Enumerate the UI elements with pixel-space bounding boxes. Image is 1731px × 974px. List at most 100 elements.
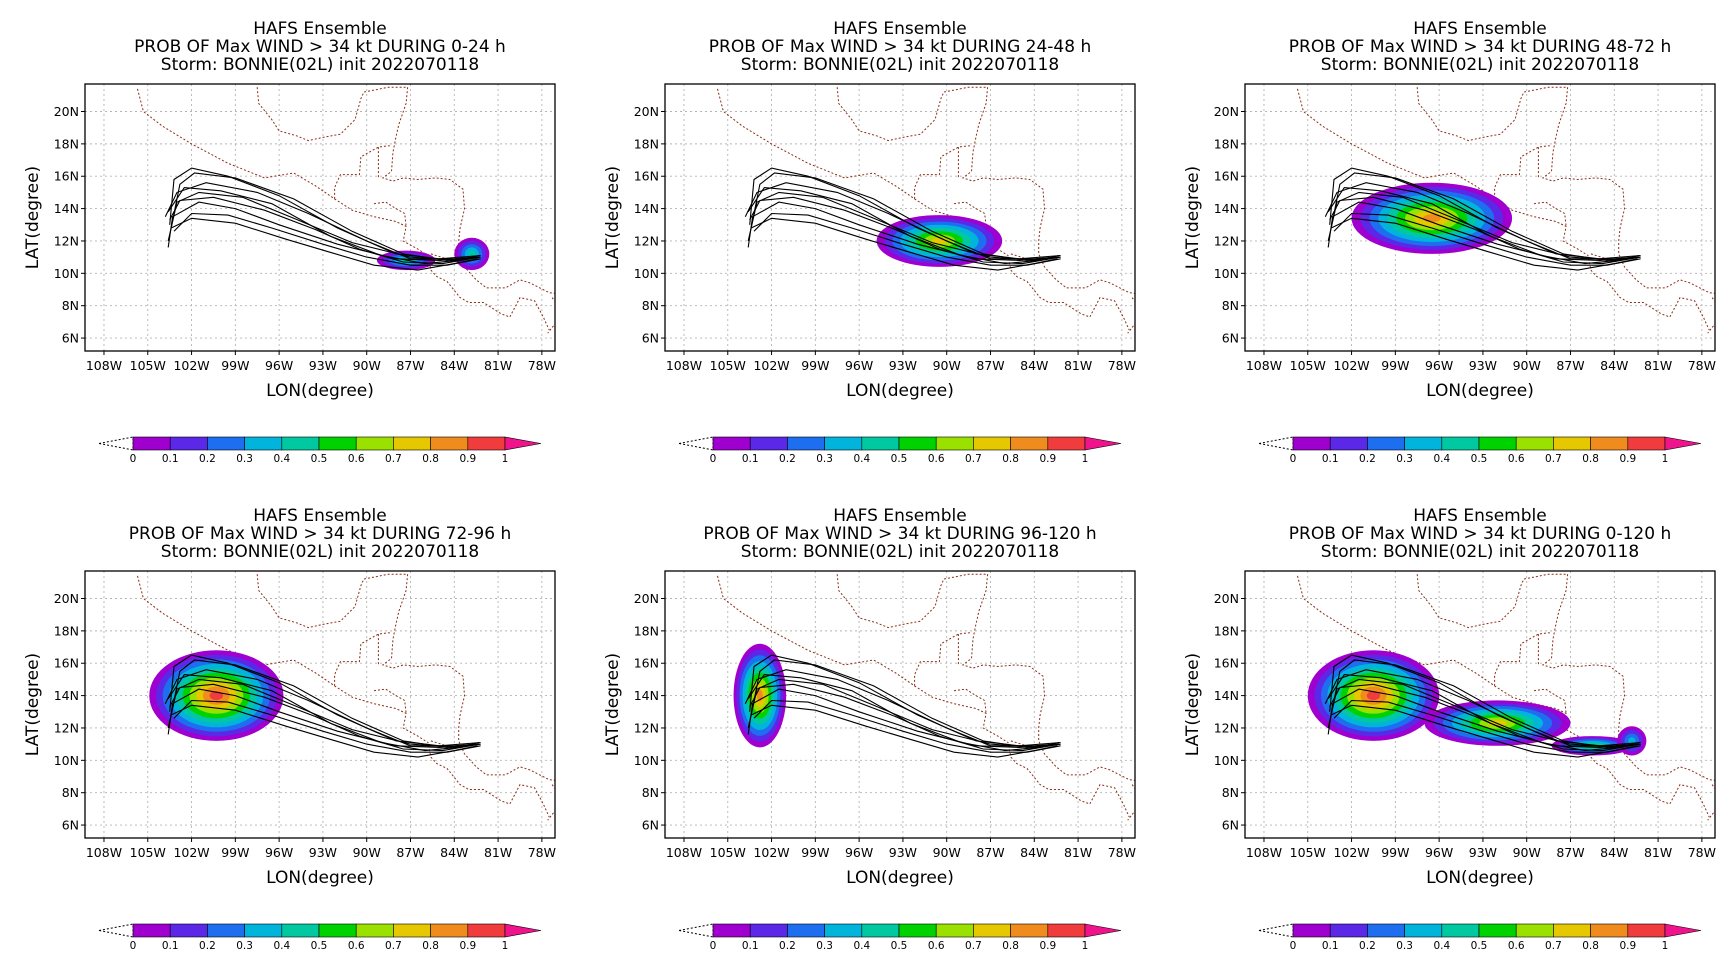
x-tick-label: 108W <box>666 845 702 860</box>
colorbar-under-arrow <box>98 923 134 938</box>
panel-title-line: Storm: BONNIE(02L) init 2022070118 <box>161 542 479 562</box>
colorbar-swatch <box>898 436 937 451</box>
colorbar-label: 0.4 <box>1433 940 1450 952</box>
x-tick-label: 96W <box>845 845 873 860</box>
colorbar-swatch <box>861 923 900 938</box>
panel-title-line: Storm: BONNIE(02L) init 2022070118 <box>1321 542 1639 562</box>
colorbar-swatch <box>467 923 506 938</box>
colorbar: 0 0.1 0.2 0.3 0.4 0.5 0.6 0.7 0.8 0.9 1 <box>1258 436 1702 465</box>
colorbar-label: 0.4 <box>273 453 290 465</box>
colorbar-swatch <box>1553 923 1591 938</box>
colorbar-under-arrow <box>1258 923 1294 938</box>
panel-title-line: PROB OF Max WIND > 34 kt DURING 72-96 h <box>129 524 511 544</box>
y-axis-label: LAT(degree) <box>1183 166 1203 269</box>
x-tick-label: 81W <box>484 358 512 373</box>
colorbar-swatch <box>355 436 394 451</box>
colorbar-swatch <box>318 436 357 451</box>
y-tick-label: 20N <box>634 591 659 606</box>
colorbar-label: 0.5 <box>891 940 908 952</box>
colorbar-label: 0.7 <box>965 453 982 465</box>
colorbar-swatch <box>132 436 171 451</box>
x-tick-label: 87W <box>976 358 1004 373</box>
x-tick-label: 105W <box>130 845 166 860</box>
map-plot-area <box>665 571 1135 838</box>
x-tick-label: 84W <box>1600 845 1628 860</box>
x-tick-label: 81W <box>1644 358 1672 373</box>
coastline <box>1127 297 1135 334</box>
x-tick-label: 99W <box>801 358 829 373</box>
colorbar-swatch <box>712 923 751 938</box>
y-tick-label: 6N <box>1222 818 1239 833</box>
ensemble-track <box>749 683 1061 752</box>
x-tick-label: 96W <box>265 358 293 373</box>
colorbar-swatch <box>430 436 469 451</box>
y-tick-label: 6N <box>642 331 659 346</box>
coastline <box>1416 86 1715 294</box>
y-axis-label: LAT(degree) <box>23 653 43 756</box>
y-tick-label: 18N <box>1214 623 1239 638</box>
ensemble-track <box>167 187 480 265</box>
colorbar-swatch <box>244 436 283 451</box>
colorbar-label: 0.8 <box>1002 453 1019 465</box>
y-tick-label: 18N <box>634 136 659 151</box>
colorbar-swatch <box>393 436 431 451</box>
colorbar-label: 0.9 <box>1039 453 1056 465</box>
colorbar: 0 0.1 0.2 0.3 0.4 0.5 0.6 0.7 0.8 0.9 1 <box>98 923 542 952</box>
colorbar-swatch <box>749 436 788 451</box>
probability-field <box>454 237 490 271</box>
x-tick-label: 87W <box>396 358 424 373</box>
coastline <box>334 632 392 686</box>
x-tick-label: 84W <box>1600 358 1628 373</box>
x-axis-label: LON(degree) <box>266 868 374 888</box>
colorbar-swatch <box>1010 436 1049 451</box>
x-tick-label: 102W <box>753 845 789 860</box>
coastline <box>1416 573 1715 781</box>
colorbar-swatch <box>132 923 171 938</box>
x-tick-label: 90W <box>353 358 381 373</box>
colorbar-label: 0.7 <box>965 940 982 952</box>
colorbar-label: 0.3 <box>816 453 833 465</box>
colorbar-swatch <box>355 923 394 938</box>
colorbar-label: 0 <box>1290 940 1297 952</box>
panel-title-line: Storm: BONNIE(02L) init 2022070118 <box>161 55 479 75</box>
ensemble-track <box>167 201 481 261</box>
colorbar-swatch <box>244 923 283 938</box>
colorbar-swatch <box>1047 923 1086 938</box>
map-frame <box>664 570 1136 839</box>
map-plot-area <box>665 84 1135 351</box>
colorbar-label: 0.7 <box>1545 940 1562 952</box>
colorbar-over-arrow <box>1084 436 1122 451</box>
colorbar-label: 0.2 <box>779 940 796 952</box>
x-tick-label: 81W <box>1064 845 1092 860</box>
x-tick-label: 78W <box>1108 358 1136 373</box>
y-tick-label: 6N <box>62 331 79 346</box>
coastline <box>1127 784 1135 821</box>
colorbar-label: 0.4 <box>1433 453 1450 465</box>
panel-title-line: HAFS Ensemble <box>833 506 966 526</box>
colorbar-swatch <box>169 923 208 938</box>
colorbar-swatch <box>281 923 320 938</box>
colorbar-label: 0.6 <box>928 940 945 952</box>
coastline <box>836 86 1135 294</box>
colorbar-swatch <box>1590 436 1629 451</box>
y-tick-label: 14N <box>634 688 659 703</box>
colorbar-swatch <box>1292 923 1331 938</box>
y-tick-label: 12N <box>1214 720 1239 735</box>
colorbar-label: 0.2 <box>779 453 796 465</box>
colorbar-label: 0 <box>130 940 137 952</box>
colorbar-label: 0 <box>1290 453 1297 465</box>
colorbar-label: 1 <box>502 940 509 952</box>
ensemble-track <box>164 669 477 747</box>
x-axis-label: LON(degree) <box>1426 381 1534 401</box>
y-tick-label: 16N <box>1214 169 1239 184</box>
colorbar-label: 0.8 <box>1582 940 1599 952</box>
colorbar-label: 0.5 <box>1471 940 1488 952</box>
ensemble-track <box>173 699 481 753</box>
x-tick-label: 93W <box>309 845 337 860</box>
colorbar-label: 0.5 <box>311 453 328 465</box>
coastline <box>547 784 555 821</box>
x-axis-label: LON(degree) <box>1426 868 1534 888</box>
colorbar-swatch <box>1478 923 1517 938</box>
